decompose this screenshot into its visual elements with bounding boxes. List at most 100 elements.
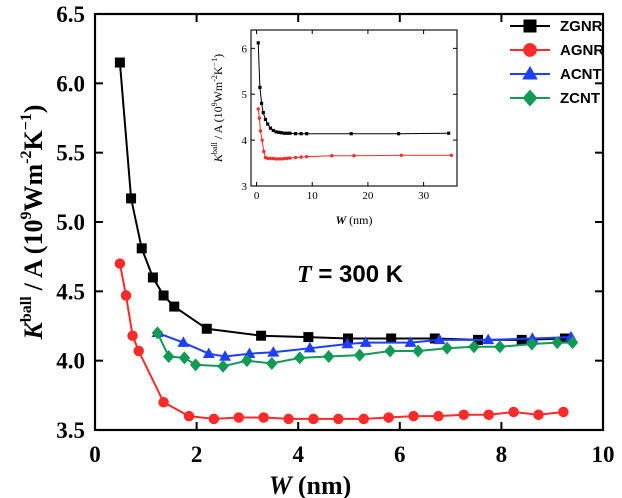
main-y-tick-label: 4.0: [56, 349, 85, 374]
main-zcnt-point: [494, 340, 506, 354]
main-agnr-point: [233, 412, 245, 423]
inset-zgnr-point: [261, 110, 265, 115]
main-zcnt-point: [151, 326, 164, 340]
inset-y-tick-label: 3: [242, 181, 248, 193]
legend-agnr-label: AGNR: [560, 42, 604, 59]
inset-agnr-point: [330, 154, 334, 158]
main-agnr-point: [127, 330, 138, 341]
main-agnr-point: [208, 413, 220, 425]
main-acnt-point: [433, 333, 446, 345]
inset-agnr-point: [257, 116, 262, 120]
main-agnr-point: [383, 412, 394, 423]
main-zcnt-point: [526, 337, 538, 351]
main-zgnr-point: [303, 332, 314, 343]
inset-zgnr-point: [299, 132, 303, 136]
main-agnr-point: [433, 410, 444, 422]
inset-zgnr-point: [277, 130, 281, 134]
main-agnr-point: [283, 413, 294, 425]
main-x-tick-label: 4: [292, 442, 304, 467]
inset-zgnr-point: [282, 131, 287, 135]
inset-agnr-point: [399, 153, 404, 157]
main-acnt-point: [219, 350, 232, 361]
inset-zgnr-point: [259, 101, 264, 106]
inset-x-label: W (nm): [336, 213, 373, 227]
inset-y-tick-label: 6: [242, 43, 248, 55]
inset-agnr-point: [277, 157, 281, 161]
inset-zgnr-point: [305, 132, 309, 136]
inset-x-tick-label: 20: [362, 190, 374, 202]
main-y-tick-label: 4.5: [56, 279, 85, 304]
legend-agnr-marker: [523, 43, 537, 57]
main-zcnt-point: [412, 344, 424, 358]
inset-zgnr-point: [268, 126, 273, 130]
main-zgnr-point: [386, 333, 397, 344]
main-zcnt-point: [384, 344, 396, 358]
inset-plot: 0 10 20 30 3 4 5 6 W (nm) Kball/ A (109Wm-2K−1): [210, 29, 458, 227]
main-zgnr-point: [114, 57, 125, 68]
main-zcnt-point: [241, 354, 253, 368]
main-zgnr-point: [147, 272, 158, 283]
inset-zgnr-point: [293, 132, 298, 136]
main-y-tick-label: 3.5: [56, 418, 85, 443]
main-zgnr-point: [126, 193, 137, 204]
inset-zgnr-point: [274, 130, 278, 134]
main-acnt-point: [341, 337, 354, 349]
main-zcnt-point: [217, 359, 229, 373]
legend-acnt-label: ACNT: [560, 66, 602, 83]
main-zcnt-point: [162, 350, 175, 364]
inset-agnr-point: [293, 155, 298, 160]
inset-background: [251, 30, 457, 186]
inset-zgnr-point: [447, 131, 451, 135]
main-agnr-point: [158, 397, 169, 408]
main-zcnt-point: [353, 348, 366, 362]
main-agnr-point: [308, 413, 319, 425]
main-acnt-point: [359, 336, 372, 347]
inset-zgnr-point: [266, 122, 270, 126]
inset-agnr-point: [262, 149, 266, 154]
main-agnr-point: [483, 409, 494, 420]
main-plot: 0 2 4 6 8 10 3.5 4.0 4.5 5.0 5.5 6.0 6.5 T = 300 K W…: [18, 2, 615, 498]
inset-agnr-point: [260, 138, 264, 142]
main-agnr-point: [508, 406, 519, 418]
main-acnt-point: [526, 332, 539, 343]
main-agnr-point: [333, 413, 344, 425]
main-zcnt-point: [322, 350, 335, 364]
main-x-tick-label: 0: [89, 442, 101, 467]
inset-agnr-point: [266, 156, 270, 161]
main-zcnt-point: [189, 358, 202, 372]
inset-agnr-point: [271, 156, 275, 161]
main-zcnt-point: [566, 336, 579, 350]
main-agnr-point: [408, 410, 419, 422]
main-agnr-point: [458, 409, 470, 420]
inset-series-layer: [256, 41, 454, 161]
main-agnr-point: [114, 258, 126, 269]
inset-agnr-point: [274, 157, 278, 161]
main-agnr-point: [120, 290, 132, 301]
main-acnt-point: [303, 341, 316, 353]
inset-zgnr-point: [396, 132, 401, 136]
inset-agnr-point: [268, 156, 273, 161]
main-y-label: Kball/ A (109Wm-2K−1): [18, 105, 48, 341]
main-zcnt-point: [178, 351, 191, 365]
inset-agnr-point: [285, 156, 289, 161]
inset-x-tick-label: 10: [307, 190, 319, 202]
inset-y-label: Kball/ A (109Wm-2K−1): [210, 54, 225, 163]
main-zgnr-point: [256, 330, 267, 341]
inset-y-tick-label: 5: [242, 89, 248, 101]
main-zgnr-point: [342, 333, 353, 344]
main-x-tick-label: 2: [191, 442, 203, 467]
main-annotation: T = 300 K: [297, 261, 404, 288]
main-agnr-point: [533, 409, 544, 420]
main-zcnt-point: [293, 351, 306, 365]
main-zgnr-point: [516, 334, 527, 345]
inset-zgnr-point: [288, 131, 292, 135]
inset-plot-frame: [250, 29, 458, 187]
inset-agnr-point: [279, 157, 284, 161]
legend: ZGNR AGNR ACNT ZCNT: [510, 18, 604, 107]
inset-zgnr-point: [263, 117, 268, 122]
inset-x-tick-label: 30: [418, 190, 430, 202]
main-x-tick-label: 6: [394, 442, 406, 467]
main-x-tick-label: 10: [592, 442, 615, 467]
inset-zgnr-point: [256, 41, 260, 45]
main-zcnt-point: [441, 341, 453, 355]
